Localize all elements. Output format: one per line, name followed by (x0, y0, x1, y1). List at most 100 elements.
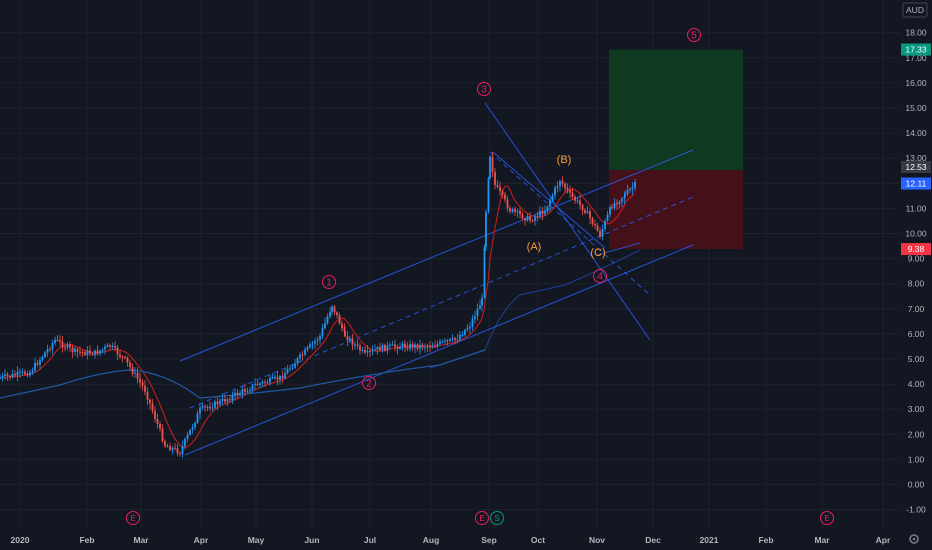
candle (391, 344, 394, 346)
candle (444, 340, 446, 342)
event-marker-label: E (824, 514, 829, 523)
candle (621, 198, 623, 202)
candle (566, 187, 569, 191)
candle (226, 399, 229, 402)
candle (544, 211, 546, 215)
event-marker (475, 511, 489, 525)
candle (216, 401, 219, 405)
candle (471, 318, 474, 327)
price-tag (901, 160, 931, 173)
candle (416, 344, 419, 349)
event-marker-label: E (130, 514, 135, 523)
candle (634, 182, 636, 188)
candle (224, 398, 226, 402)
candle (589, 211, 591, 219)
y-tick-label: 17.00 (905, 53, 927, 63)
x-tick-label: Jul (364, 535, 376, 545)
event-marker (490, 511, 504, 525)
y-tick-label: 3.00 (908, 404, 925, 414)
candle (259, 383, 261, 385)
trend-channels[interactable] (179, 102, 694, 456)
candle (41, 356, 44, 360)
candle (406, 347, 409, 349)
candle (529, 216, 531, 221)
y-tick-label: 2.00 (908, 429, 925, 439)
candle (336, 312, 338, 316)
time-axis[interactable]: 2020 Feb Mar Apr May Jun Jul Aug Sep Oct Nov Dec 202… (0, 528, 932, 550)
y-tick-label: 6.00 (908, 329, 925, 339)
candle (329, 311, 331, 317)
candle (261, 381, 264, 384)
price-tag-label: 12.11 (906, 179, 927, 189)
candle (374, 349, 376, 351)
candle (139, 378, 141, 383)
candle (381, 344, 384, 351)
candle (394, 344, 396, 347)
candle (396, 346, 399, 349)
candle (121, 356, 124, 358)
candle (281, 376, 284, 379)
candle (554, 187, 556, 196)
x-tick-label: Dec (645, 535, 661, 545)
settings-gear-icon[interactable] (909, 534, 919, 544)
wave-label: 3 (481, 85, 487, 96)
candle (24, 371, 26, 375)
candle (156, 419, 159, 425)
candle (331, 306, 333, 312)
candle (624, 194, 626, 197)
candle (421, 344, 424, 348)
candle (44, 352, 46, 357)
price-axis[interactable]: 18.0017.0016.0015.0014.0013.0012.0011.00… (900, 0, 932, 528)
candle (154, 410, 156, 420)
candle (524, 218, 526, 221)
candle (74, 349, 76, 352)
candle (84, 352, 86, 355)
y-tick-label: 8.00 (908, 279, 925, 289)
wave-label: 2 (366, 379, 372, 390)
x-tick-label: Nov (589, 535, 605, 545)
candle (361, 350, 364, 352)
candle (251, 384, 254, 390)
y-tick-label: 1.00 (908, 454, 925, 464)
candle (338, 315, 341, 324)
candle (616, 202, 618, 205)
price-tag-label: 9.38 (908, 244, 925, 254)
candle (431, 346, 434, 348)
elliott-wave-labels[interactable]: 1 2 3 4 5 (A) (B) (C) (322, 28, 701, 390)
candlestick-series (0, 151, 636, 458)
candle (39, 359, 41, 365)
candle (214, 401, 216, 408)
currency-badge[interactable] (902, 2, 928, 18)
candle (426, 346, 429, 348)
candle (419, 344, 421, 349)
candle (481, 297, 483, 306)
candle (46, 349, 49, 353)
wave-label: 5 (691, 31, 697, 42)
candle (266, 382, 269, 384)
candle (386, 345, 389, 351)
candle (184, 439, 186, 447)
stop-loss-zone[interactable] (609, 169, 743, 250)
candle (534, 216, 536, 221)
y-tick-label: 16.00 (905, 78, 927, 88)
candle (104, 346, 106, 350)
candle (581, 204, 584, 211)
candle (174, 447, 176, 449)
candle (613, 202, 616, 208)
event-marker-label: S (494, 514, 499, 523)
candle (149, 399, 151, 404)
candle (429, 346, 431, 348)
candle (34, 363, 36, 371)
candle (594, 224, 596, 226)
y-tick-label: 13.00 (905, 153, 927, 163)
candle (116, 347, 119, 355)
candle (349, 338, 351, 341)
candle (9, 375, 11, 377)
candle (451, 338, 454, 340)
candle (609, 207, 611, 215)
target-profit-zone[interactable] (609, 49, 743, 170)
candle (379, 346, 381, 351)
candle (51, 343, 54, 350)
